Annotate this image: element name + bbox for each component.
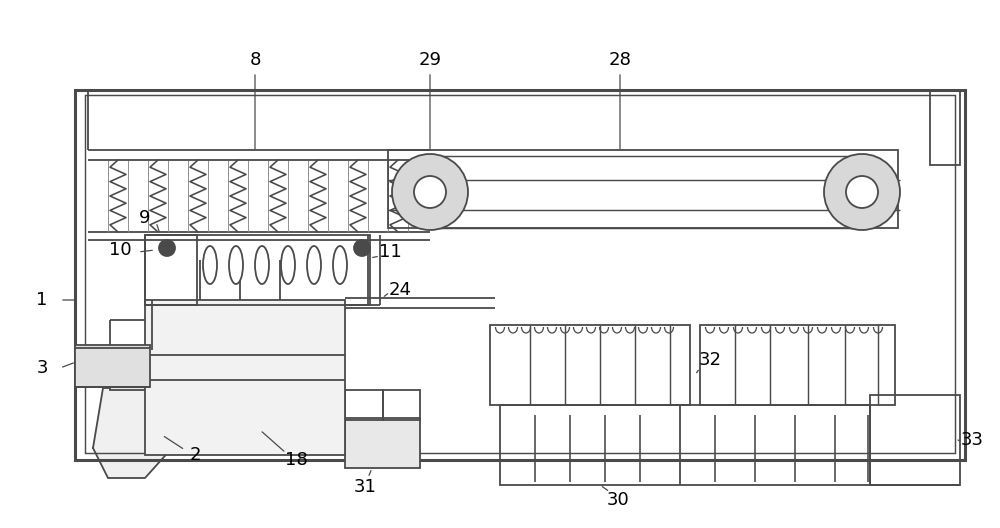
Text: 30: 30	[607, 491, 629, 509]
Text: 2: 2	[189, 446, 201, 464]
Text: 18: 18	[285, 451, 307, 469]
Bar	[85, 95, 955, 453]
Bar	[110, 350, 152, 390]
Bar	[500, 405, 870, 485]
Bar	[75, 345, 150, 387]
Bar	[145, 235, 197, 305]
Ellipse shape	[281, 246, 295, 284]
Bar	[345, 390, 383, 420]
Circle shape	[159, 240, 175, 256]
Circle shape	[354, 240, 370, 256]
Circle shape	[392, 154, 468, 230]
Text: 10: 10	[109, 241, 131, 259]
Ellipse shape	[255, 246, 269, 284]
Circle shape	[824, 154, 900, 230]
Text: 31: 31	[354, 478, 376, 496]
Bar	[345, 418, 420, 468]
Bar	[490, 325, 690, 405]
Ellipse shape	[307, 246, 321, 284]
Bar	[388, 150, 898, 228]
Text: 24: 24	[388, 281, 412, 299]
Bar	[700, 325, 895, 405]
Bar	[145, 235, 370, 305]
Ellipse shape	[333, 246, 347, 284]
Text: 29: 29	[418, 51, 442, 69]
Text: 1: 1	[36, 291, 48, 309]
Circle shape	[414, 176, 446, 208]
Text: 32: 32	[698, 351, 722, 369]
Text: 3: 3	[36, 359, 48, 377]
Text: 8: 8	[249, 51, 261, 69]
Text: 33: 33	[960, 431, 984, 449]
Text: 11: 11	[379, 243, 401, 261]
Text: 28: 28	[609, 51, 631, 69]
Polygon shape	[93, 388, 172, 478]
Bar	[145, 300, 345, 455]
Circle shape	[846, 176, 878, 208]
Bar	[870, 395, 960, 485]
Bar	[75, 90, 965, 460]
Ellipse shape	[203, 246, 217, 284]
Bar	[383, 390, 420, 420]
Text: 9: 9	[139, 209, 151, 227]
Ellipse shape	[229, 246, 243, 284]
Bar	[930, 90, 960, 165]
